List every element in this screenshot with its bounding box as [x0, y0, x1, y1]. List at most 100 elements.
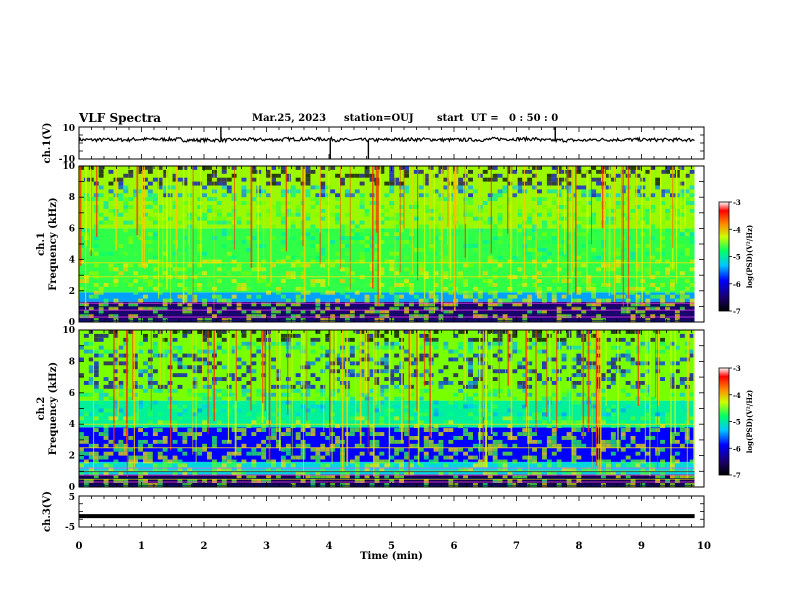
spectrogram-cell	[364, 467, 370, 472]
spectrogram-cell	[202, 412, 207, 417]
spectrogram-cell	[374, 369, 380, 374]
spectrogram-cell	[487, 420, 493, 425]
spectrogram-cell	[512, 345, 518, 350]
spectrogram-cell	[404, 240, 409, 244]
spectrogram-cell	[202, 259, 207, 264]
spectrogram-cell	[463, 475, 468, 480]
spectrogram-cell	[98, 212, 104, 217]
spectrogram-cell	[423, 208, 429, 213]
spectrogram-cell	[546, 251, 552, 256]
spectrogram-cell	[276, 443, 281, 448]
spectrogram-cell	[256, 416, 262, 421]
spectrogram-cell	[261, 412, 267, 417]
spectrogram-cell	[566, 432, 572, 436]
spectrogram-cell	[118, 345, 124, 350]
spectrogram-cell	[645, 208, 651, 213]
spectrogram-cell	[591, 247, 597, 252]
spectrogram-cell	[320, 404, 326, 409]
spectrogram-cell	[443, 428, 449, 432]
spectrogram-cell	[561, 337, 567, 342]
spectrogram-cell	[108, 451, 114, 456]
spectrogram-cell	[212, 205, 217, 209]
time-tick-label: 10	[697, 541, 711, 552]
spectrogram-cell	[123, 353, 129, 358]
spectrogram-cell	[601, 475, 606, 480]
spectrogram-cell	[98, 166, 104, 170]
spectrogram-cell	[182, 451, 188, 456]
spectrogram-cell	[202, 479, 207, 483]
spectrogram-cell	[315, 244, 321, 248]
spectrogram-cell	[645, 244, 651, 248]
spectrogram-cell	[650, 166, 656, 170]
spectrogram-cell	[645, 283, 651, 287]
spectrogram-cell	[315, 455, 321, 460]
spectrogram-cell	[551, 443, 557, 448]
spectrogram-cell	[384, 255, 390, 260]
spectrogram-cell	[517, 185, 523, 190]
spectrogram-cell	[384, 337, 390, 342]
spectrogram-cell	[566, 181, 572, 186]
spectrogram-cell	[507, 244, 513, 248]
spectrogram-cell	[660, 439, 665, 444]
spectrogram-cell	[527, 345, 533, 350]
spectrogram-band	[79, 292, 695, 302]
spectrogram-cell	[315, 185, 321, 190]
spectrogram-cell	[596, 302, 601, 307]
spectrogram-cell	[399, 181, 404, 186]
spectrogram-cell	[601, 439, 606, 444]
spectrogram-cell	[542, 232, 547, 237]
spectrogram-cell	[502, 467, 508, 472]
spectrogram-cell	[118, 193, 124, 198]
spectrogram-cell	[394, 428, 400, 432]
spectrogram-cell	[409, 392, 414, 397]
spectrogram-cell	[300, 263, 306, 268]
spectrogram-cell	[586, 169, 592, 174]
spectrogram-cell	[98, 337, 104, 342]
spectrogram-cell	[522, 381, 528, 385]
spectrogram-cell	[88, 341, 94, 346]
spectrogram-cell	[330, 166, 336, 170]
spectrogram-cell	[93, 443, 99, 448]
spectrogram-cell	[571, 455, 577, 460]
spectrogram-cell	[566, 169, 572, 174]
spectrogram-cell	[152, 400, 158, 405]
spectrogram-cell	[172, 373, 178, 378]
spectrogram-cell	[571, 420, 577, 425]
spectrogram-cell	[271, 365, 276, 370]
spectrogram-cell	[271, 404, 276, 409]
spectrogram-cell	[364, 310, 370, 315]
spectrogram-cell	[413, 408, 419, 413]
spectrogram-cell	[113, 349, 119, 354]
spectrogram-cell	[650, 306, 656, 311]
spectrogram-cell	[601, 185, 606, 190]
spectrogram-cell	[152, 428, 158, 432]
spectrogram-cell	[221, 459, 227, 464]
spectrogram-cell	[320, 475, 326, 480]
spectrogram-cell	[374, 408, 380, 413]
spectrogram-cell	[128, 424, 134, 429]
spectrogram-cell	[487, 298, 493, 303]
spectrogram-cell	[497, 205, 503, 209]
spectrogram-cell	[566, 212, 572, 217]
spectrogram-cell	[197, 283, 203, 287]
spectrogram-cell	[433, 345, 439, 350]
spectrogram-cell	[650, 337, 656, 342]
spectrogram-cell	[98, 310, 104, 315]
time-tick-label: 6	[451, 541, 458, 552]
spectrogram-cell	[271, 384, 276, 389]
spectrogram-cell	[497, 220, 503, 225]
spectrogram-cell	[428, 443, 434, 448]
spectrogram-cell	[601, 220, 606, 225]
spectrogram-cell	[187, 388, 193, 393]
spectrogram-cell	[399, 166, 404, 170]
spectrogram-cell	[364, 236, 370, 241]
spectrogram-cell	[571, 436, 577, 440]
time-tick-label: 7	[513, 541, 520, 552]
spectrogram-cell	[310, 455, 316, 460]
spectrogram-cell	[369, 432, 375, 436]
spectrogram-cell	[118, 420, 124, 425]
colorbar-label: log(PSD)(V²/Hz)	[745, 390, 754, 454]
spectrogram-cell	[625, 404, 631, 409]
spectrogram-cell	[349, 349, 355, 354]
spectrogram-cell	[463, 290, 468, 295]
